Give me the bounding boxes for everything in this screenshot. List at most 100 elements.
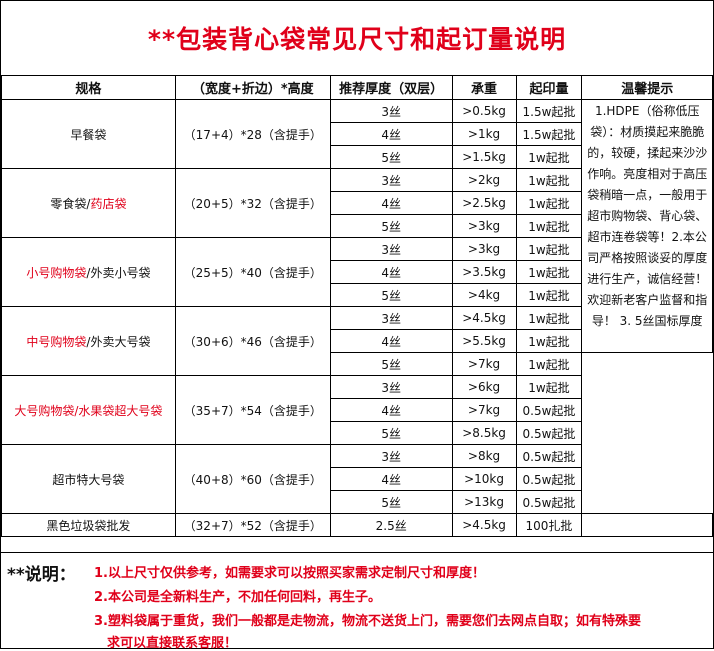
load-cell: >6kg (451, 375, 517, 399)
spec-name-tail: /外卖小号袋 (86, 265, 151, 280)
thickness-cell: 3丝 (329, 375, 453, 399)
thickness-cell: 3丝 (329, 306, 453, 330)
table-row: 中号购物袋/外卖大号袋 （30+6）*46（含提手） 3丝 >4.5kg 1w起批 (1, 306, 713, 376)
thickness-cell: 5丝 (329, 214, 453, 238)
thickness-cell: 4丝 (329, 122, 453, 146)
moq-cell: 0.5w起批 (515, 490, 583, 514)
spec-name-red: 中号购物袋 (26, 334, 87, 349)
moq-cell: 1w起批 (515, 306, 583, 330)
table-row: 小号购物袋/外卖小号袋 （25+5）*40（含提手） 3丝 >3kg 1w起批 (1, 237, 713, 307)
thickness-cell: 5丝 (329, 421, 453, 445)
thickness-cell: 5丝 (329, 352, 453, 376)
spec-name: 超市特大号袋 (52, 472, 125, 487)
thickness-cell: 4丝 (329, 260, 453, 284)
thickness-cell: 5丝 (329, 145, 453, 169)
spec-name-cell: 中号购物袋/外卖大号袋 (1, 306, 176, 376)
load-cell: >3kg (451, 237, 517, 261)
load-cell: >4kg (451, 283, 517, 307)
load-cell: >10kg (451, 467, 517, 491)
thickness-cell: 4丝 (329, 398, 453, 422)
header-row: 规格 （宽度+折边）*高度 推荐厚度（双层） 承重 起印量 温馨提示 (1, 75, 713, 100)
moq-cell: 1w起批 (515, 237, 583, 261)
table-row: 5丝 >1.5kg 1w起批 (2, 145, 713, 169)
moq-cell: 1w起批 (515, 375, 583, 399)
load-cell: >5.5kg (451, 329, 517, 353)
moq-cell: 1w起批 (515, 214, 583, 238)
size-table: 规格 （宽度+折边）*高度 推荐厚度（双层） 承重 起印量 温馨提示 早餐袋 （1… (1, 75, 713, 537)
load-cell: >7kg (451, 398, 517, 422)
load-cell: >4.5kg (451, 513, 517, 537)
header-size: （宽度+折边）*高度 (174, 75, 331, 100)
table-row: 超市特大号袋 （40+8）*60（含提手） 3丝 >8kg 0.5w起批 (1, 444, 713, 514)
table-row: 4丝 >1kg 1.5w起批 (2, 122, 713, 146)
size-cell: （30+6）*46（含提手） (174, 306, 331, 376)
note-1: 1.以上尺寸仅供参考，如需要求可以按照买家需求定制尺寸和厚度！ (94, 566, 485, 581)
spec-name-cell: 超市特大号袋 (1, 444, 176, 514)
moq-cell: 1w起批 (515, 329, 583, 353)
header-load: 承重 (451, 75, 517, 100)
moq-cell: 100扎批 (515, 513, 583, 537)
size-cell: （32+7）*52（含提手） (174, 513, 331, 537)
thickness-cell: 4丝 (329, 467, 453, 491)
moq-cell: 1w起批 (515, 145, 583, 169)
moq-cell: 1w起批 (515, 191, 583, 215)
load-cell: >1kg (451, 122, 517, 146)
table-row: 5丝 >7kg 1w起批 (2, 352, 713, 376)
load-cell: >0.5kg (451, 99, 517, 123)
thickness-cell: 5丝 (329, 490, 453, 514)
moq-cell: 0.5w起批 (515, 467, 583, 491)
moq-cell: 1w起批 (515, 283, 583, 307)
size-cell: （40+8）*60（含提手） (174, 444, 331, 514)
spec-name-red: 大号购物袋/水果袋超大号袋 (14, 403, 163, 418)
header-spec: 规格 (1, 75, 176, 100)
moq-cell: 0.5w起批 (515, 421, 583, 445)
size-cell: （35+7）*54（含提手） (174, 375, 331, 445)
thickness-cell: 3丝 (329, 168, 453, 192)
spec-name-cell: 零食袋/药店袋 (1, 168, 176, 238)
header-thickness: 推荐厚度（双层） (329, 75, 453, 100)
note-2: 2.本公司是全新料生产，不加任何回料，再生子。 (94, 590, 381, 605)
thickness-cell: 3丝 (329, 99, 453, 123)
spec-name-cell: 早餐袋 (1, 99, 176, 169)
header-tip: 温馨提示 (581, 75, 713, 100)
spec-name: 早餐袋 (70, 127, 107, 142)
load-cell: >8kg (451, 444, 517, 468)
title-box: **包装背心袋常见尺寸和起订量说明 (1, 1, 713, 76)
tip-empty-cell (581, 513, 713, 537)
table-row: 大号购物袋/水果袋超大号袋 （35+7）*54（含提手） 3丝 >6kg 1w起批 (1, 375, 713, 445)
table-row: 黑色垃圾袋批发 （32+7）*52（含提手） 2.5丝 >4.5kg 100扎批 (1, 513, 713, 537)
size-cell: （20+5）*32（含提手） (174, 168, 331, 238)
moq-cell: 1.5w起批 (515, 122, 583, 146)
thickness-cell: 4丝 (329, 191, 453, 215)
notes-section: **说明： 1.以上尺寸仅供参考，如需要求可以按照买家需求定制尺寸和厚度！ 2.… (1, 552, 713, 651)
thickness-cell: 3丝 (329, 444, 453, 468)
note-3-line2: 求可以直接联系客服！ (107, 636, 238, 651)
spec-name-cell: 小号购物袋/外卖小号袋 (1, 237, 176, 307)
moq-cell: 1w起批 (515, 168, 583, 192)
spec-name: 零食袋/ (50, 196, 91, 211)
load-cell: >2kg (451, 168, 517, 192)
table-row: 4丝 >5.5kg 1w起批 (2, 329, 713, 353)
load-cell: >8.5kg (451, 421, 517, 445)
spec-name-red: 药店袋 (90, 196, 127, 211)
thickness-cell: 2.5丝 (329, 513, 453, 537)
size-cell: （17+4）*28（含提手） (174, 99, 331, 169)
header-moq: 起印量 (515, 75, 583, 100)
table-row: 5丝 >13kg 0.5w起批 (2, 490, 713, 514)
table-row: 4丝 >10kg 0.5w起批 (2, 467, 713, 491)
tip-cell: 1.HDPE（俗称低压袋）：材质摸起来脆脆的，较硬，揉起来沙沙作响。亮度相对于高… (581, 99, 713, 353)
load-cell: >1.5kg (451, 145, 517, 169)
moq-cell: 1.5w起批 (515, 99, 583, 123)
moq-cell: 0.5w起批 (515, 444, 583, 468)
table-row: 5丝 >4kg 1w起批 (2, 283, 713, 307)
spec-name-cell: 大号购物袋/水果袋超大号袋 (1, 375, 176, 445)
table-row: 早餐袋 （17+4）*28（含提手） 3丝 >0.5kg 1.5w起批 1.HDPE（俗称… (1, 99, 713, 353)
note-3-line1: 3.塑料袋属于重货，我们一般都是走物流，物流不送货上门，需要您们去网点自取；如有… (94, 614, 641, 629)
thickness-cell: 4丝 (329, 329, 453, 353)
size-cell: （25+5）*40（含提手） (174, 237, 331, 307)
load-cell: >13kg (451, 490, 517, 514)
spec-name-cell: 黑色垃圾袋批发 (1, 513, 176, 537)
table-row: 5丝 >3kg 1w起批 (2, 214, 713, 238)
load-cell: >3.5kg (451, 260, 517, 284)
